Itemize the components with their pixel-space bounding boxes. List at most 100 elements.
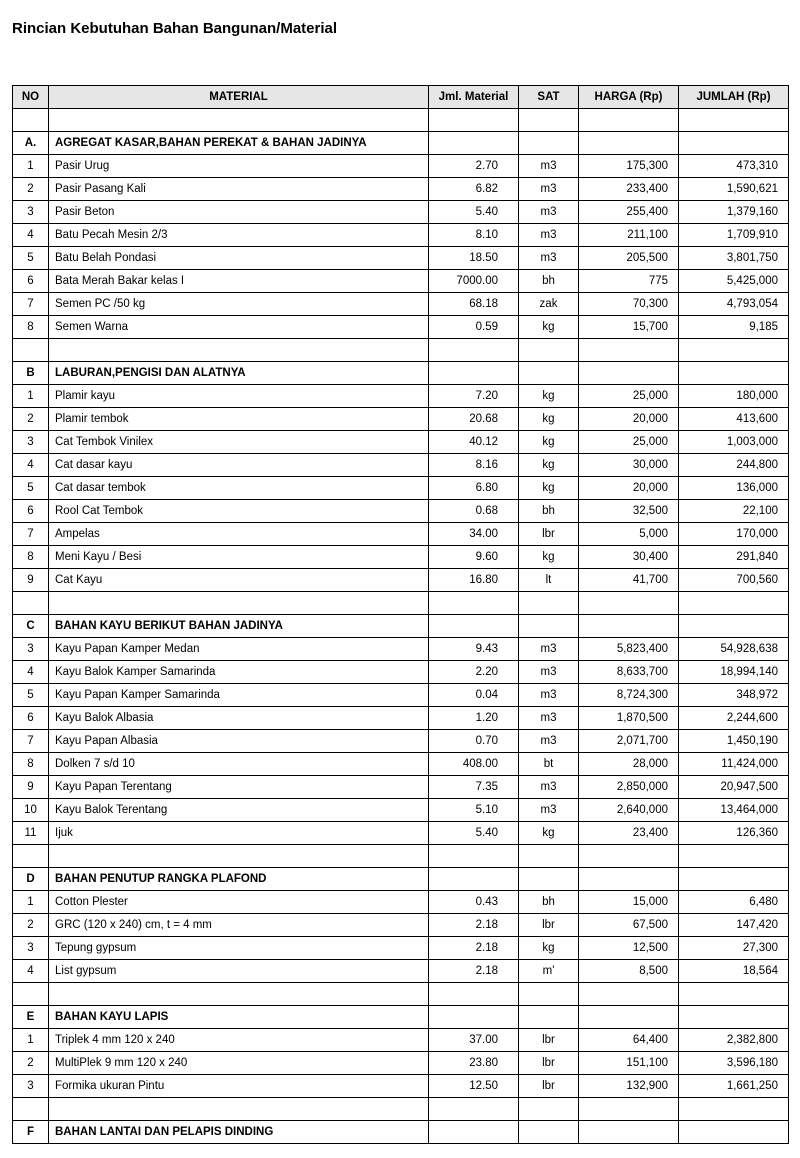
cell-jumlah: 18,564 bbox=[679, 960, 789, 983]
cell-jml: 20.68 bbox=[429, 408, 519, 431]
table-row: 1Pasir Urug2.70m3175,300473,310 bbox=[13, 155, 789, 178]
cell-material: Pasir Pasang Kali bbox=[49, 178, 429, 201]
section-row: CBAHAN KAYU BERIKUT BAHAN JADINYA bbox=[13, 615, 789, 638]
cell-material: Batu Pecah Mesin 2/3 bbox=[49, 224, 429, 247]
cell-jml: 0.43 bbox=[429, 891, 519, 914]
table-row: 9Kayu Papan Terentang7.35m32,850,00020,9… bbox=[13, 776, 789, 799]
cell-material: Dolken 7 s/d 10 bbox=[49, 753, 429, 776]
cell-no: 8 bbox=[13, 316, 49, 339]
cell-no: 5 bbox=[13, 477, 49, 500]
cell-no: 3 bbox=[13, 431, 49, 454]
cell-jumlah: 180,000 bbox=[679, 385, 789, 408]
cell-jml: 5.10 bbox=[429, 799, 519, 822]
cell-harga: 41,700 bbox=[579, 569, 679, 592]
table-row: 3Tepung gypsum2.18kg12,50027,300 bbox=[13, 937, 789, 960]
table-row: 8Semen Warna0.59kg15,7009,185 bbox=[13, 316, 789, 339]
cell-jumlah: 126,360 bbox=[679, 822, 789, 845]
cell-jumlah: 3,801,750 bbox=[679, 247, 789, 270]
cell-sat: m3 bbox=[519, 155, 579, 178]
cell-harga: 151,100 bbox=[579, 1052, 679, 1075]
section-row: EBAHAN KAYU LAPIS bbox=[13, 1006, 789, 1029]
cell-no: C bbox=[13, 615, 49, 638]
cell-jml: 7000.00 bbox=[429, 270, 519, 293]
cell-jumlah bbox=[679, 615, 789, 638]
table-row: 5Cat dasar tembok6.80kg20,000136,000 bbox=[13, 477, 789, 500]
table-row: 7Ampelas34.00lbr5,000170,000 bbox=[13, 523, 789, 546]
cell-no bbox=[13, 592, 49, 615]
cell-harga bbox=[579, 1098, 679, 1121]
cell-sat: m' bbox=[519, 960, 579, 983]
table-row: 8Meni Kayu / Besi9.60kg30,400291,840 bbox=[13, 546, 789, 569]
cell-no: B bbox=[13, 362, 49, 385]
cell-sat: zak bbox=[519, 293, 579, 316]
table-row: 1Plamir kayu7.20kg25,000180,000 bbox=[13, 385, 789, 408]
table-row: 11Ijuk5.40kg23,400126,360 bbox=[13, 822, 789, 845]
cell-jumlah: 11,424,000 bbox=[679, 753, 789, 776]
cell-jml: 2.70 bbox=[429, 155, 519, 178]
cell-jumlah: 5,425,000 bbox=[679, 270, 789, 293]
cell-sat: lbr bbox=[519, 1052, 579, 1075]
cell-jumlah: 291,840 bbox=[679, 546, 789, 569]
cell-material: Cat dasar kayu bbox=[49, 454, 429, 477]
cell-no: 6 bbox=[13, 500, 49, 523]
cell-jml: 2.20 bbox=[429, 661, 519, 684]
cell-harga: 132,900 bbox=[579, 1075, 679, 1098]
cell-sat: lbr bbox=[519, 914, 579, 937]
cell-harga: 1,870,500 bbox=[579, 707, 679, 730]
cell-no: 7 bbox=[13, 293, 49, 316]
cell-material: Tepung gypsum bbox=[49, 937, 429, 960]
cell-material: Cat dasar tembok bbox=[49, 477, 429, 500]
cell-sat bbox=[519, 845, 579, 868]
cell-jml: 0.04 bbox=[429, 684, 519, 707]
cell-jml: 18.50 bbox=[429, 247, 519, 270]
cell-jumlah: 22,100 bbox=[679, 500, 789, 523]
cell-harga: 211,100 bbox=[579, 224, 679, 247]
cell-sat bbox=[519, 132, 579, 155]
cell-harga: 775 bbox=[579, 270, 679, 293]
cell-harga bbox=[579, 132, 679, 155]
cell-no: 8 bbox=[13, 546, 49, 569]
cell-jumlah bbox=[679, 362, 789, 385]
col-jumlah: JUMLAH (Rp) bbox=[679, 86, 789, 109]
cell-sat: m3 bbox=[519, 684, 579, 707]
cell-harga: 8,500 bbox=[579, 960, 679, 983]
cell-sat: bh bbox=[519, 500, 579, 523]
table-row: 6Rool Cat Tembok0.68bh32,50022,100 bbox=[13, 500, 789, 523]
cell-jumlah bbox=[679, 109, 789, 132]
cell-sat: lt bbox=[519, 569, 579, 592]
cell-jml bbox=[429, 592, 519, 615]
cell-no bbox=[13, 109, 49, 132]
cell-no: F bbox=[13, 1121, 49, 1144]
cell-harga: 205,500 bbox=[579, 247, 679, 270]
table-row: 5Kayu Papan Kamper Samarinda0.04m38,724,… bbox=[13, 684, 789, 707]
cell-jumlah: 1,661,250 bbox=[679, 1075, 789, 1098]
table-row: 2GRC (120 x 240) cm, t = 4 mm2.18lbr67,5… bbox=[13, 914, 789, 937]
cell-no: 4 bbox=[13, 960, 49, 983]
cell-sat: lbr bbox=[519, 523, 579, 546]
cell-sat bbox=[519, 1098, 579, 1121]
cell-material: Kayu Papan Kamper Samarinda bbox=[49, 684, 429, 707]
cell-jumlah: 54,928,638 bbox=[679, 638, 789, 661]
table-row: 7Kayu Papan Albasia0.70m32,071,7001,450,… bbox=[13, 730, 789, 753]
cell-jumlah bbox=[679, 339, 789, 362]
table-row: 2Pasir Pasang Kali6.82m3233,4001,590,621 bbox=[13, 178, 789, 201]
cell-no: 3 bbox=[13, 937, 49, 960]
cell-jml: 37.00 bbox=[429, 1029, 519, 1052]
cell-no: 9 bbox=[13, 569, 49, 592]
cell-harga: 25,000 bbox=[579, 431, 679, 454]
cell-jml: 8.16 bbox=[429, 454, 519, 477]
cell-sat: m3 bbox=[519, 730, 579, 753]
cell-jml: 34.00 bbox=[429, 523, 519, 546]
cell-harga: 2,850,000 bbox=[579, 776, 679, 799]
cell-no: 3 bbox=[13, 201, 49, 224]
cell-jml: 7.20 bbox=[429, 385, 519, 408]
cell-jml: 0.59 bbox=[429, 316, 519, 339]
cell-material bbox=[49, 845, 429, 868]
cell-jumlah: 4,793,054 bbox=[679, 293, 789, 316]
cell-jml: 9.43 bbox=[429, 638, 519, 661]
cell-harga bbox=[579, 339, 679, 362]
cell-harga bbox=[579, 1121, 679, 1144]
cell-sat: m3 bbox=[519, 201, 579, 224]
cell-jumlah: 136,000 bbox=[679, 477, 789, 500]
cell-jumlah: 244,800 bbox=[679, 454, 789, 477]
